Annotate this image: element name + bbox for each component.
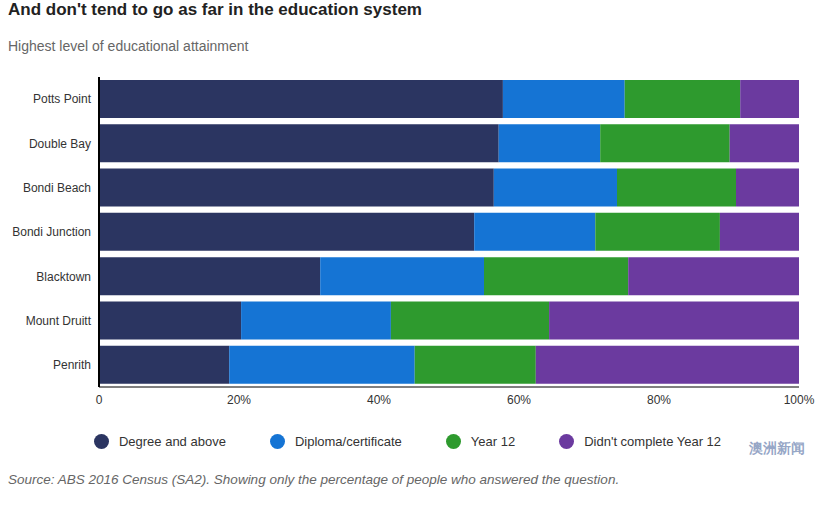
html-text:Year 12: Year 12 <box>470 434 516 449</box>
html-text:澳洲新闻: 澳洲新闻 <box>749 440 805 456</box>
svg-text:Bondi Junction: Bondi Junction <box>12 225 91 239</box>
html-text:Didn't complete Year 12: Didn't complete Year 12 <box>584 434 722 449</box>
svg-text:Mount Druitt: Mount Druitt <box>26 314 92 328</box>
svg-text:Blacktown: Blacktown <box>36 270 91 284</box>
svg-text:0: 0 <box>96 393 103 407</box>
svg-text:Double Bay: Double Bay <box>29 137 91 151</box>
svg-text:60%: 60% <box>507 393 531 407</box>
svg-text:40%: 40% <box>367 393 391 407</box>
svg-text:Penrith: Penrith <box>53 358 91 372</box>
svg-text:Potts Point: Potts Point <box>33 92 92 106</box>
svg-text:80%: 80% <box>647 393 671 407</box>
svg-text:100%: 100% <box>784 393 807 407</box>
html-text:And don't tend to go as far in: And don't tend to go as far in the educa… <box>8 0 422 19</box>
svg-text:Bondi Beach: Bondi Beach <box>23 181 91 195</box>
html-text:Source: ABS 2016 Census (SA2).: Source: ABS 2016 Census (SA2). Showing o… <box>8 472 620 487</box>
html-text:Diploma/certificate: Diploma/certificate <box>294 434 402 449</box>
html-text:Degree and above: Degree and above <box>118 434 226 449</box>
svg-text:20%: 20% <box>227 393 251 407</box>
html-text:Highest level of educational a: Highest level of educational attainment <box>8 38 249 54</box>
